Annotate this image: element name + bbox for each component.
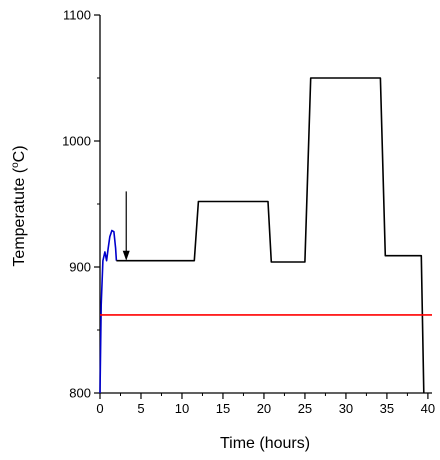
series-layer — [99, 77, 432, 394]
x-tick-label: 20 — [257, 401, 271, 416]
series-line-1 — [99, 229, 118, 394]
x-tick-label: 30 — [339, 401, 353, 416]
y-axis-label-sup: o — [10, 162, 21, 168]
x-tick-label: 5 — [137, 401, 144, 416]
x-tick-label: 10 — [175, 401, 189, 416]
x-axis-label: Time (hours) — [220, 435, 310, 452]
y-axis-label-post: C) — [11, 145, 28, 162]
arrow-head — [122, 250, 130, 261]
x-tick-label: 15 — [216, 401, 230, 416]
y-axis-label-pre: Temperatute ( — [11, 167, 28, 266]
y-tick-label: 900 — [69, 260, 91, 275]
x-tick-label: 35 — [380, 401, 394, 416]
x-tick-label: 40 — [421, 401, 435, 416]
y-tick-label: 800 — [69, 386, 91, 401]
axes — [99, 15, 432, 394]
x-tick-label: 0 — [96, 401, 103, 416]
annotation-layer — [122, 191, 130, 261]
y-tick-label: 1100 — [63, 8, 91, 23]
x-tick-label: 25 — [298, 401, 312, 416]
y-axis-label: Temperatute (oC) — [10, 145, 28, 266]
series-line-2 — [116, 77, 425, 394]
y-tick-label: 1000 — [62, 134, 91, 149]
ticks: 0 5 10 15 20 25 30 35 40 800 900 1000 1100 — [62, 8, 435, 417]
